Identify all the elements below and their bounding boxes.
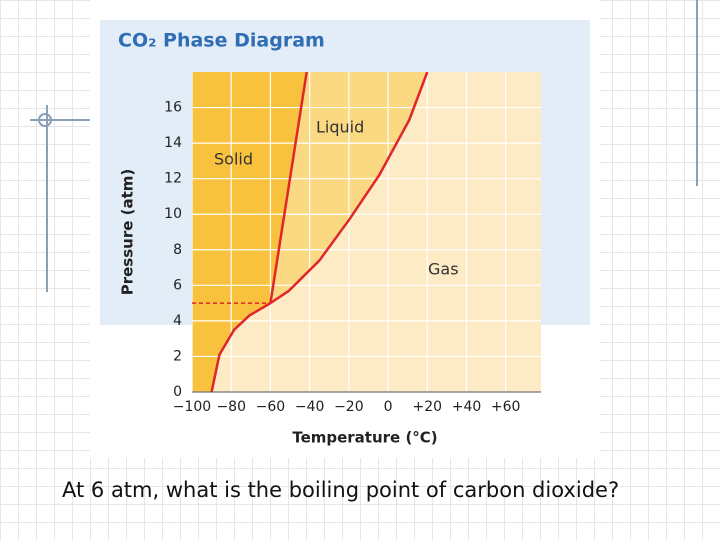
x-tick-label: 0 [384,399,393,415]
x-tick-label: +40 [452,399,482,415]
y-tick-label: 8 [173,242,182,258]
decor-circle [38,113,52,127]
region-label: Liquid [316,118,364,137]
question: At 6 atm, what is the boiling point of c… [62,478,620,502]
y-tick-label: 10 [164,206,182,222]
y-tick-label: 6 [173,277,182,293]
phase-curve [269,72,429,305]
overlay: −100 −80 −60 −40 −20 0 +20 +40 +60 0 2 4 6 8 10 12 14 16 S… [164,100,541,415]
x-tick-label: −60 [256,399,286,415]
phase-curve [269,72,308,304]
x-axis-label: Temperature (°C) [292,429,437,447]
y-tick-label: 0 [173,384,182,400]
chart-title: CO₂ Phase Diagram [118,30,325,52]
y-tick-label: 14 [164,135,182,151]
x-tick-label: −100 [173,399,211,415]
x-tick-label: −20 [334,399,364,415]
y-tick-label: 16 [164,100,182,116]
x-tick-label: +20 [413,399,443,415]
region-label: Solid [214,150,253,169]
y-axis-label: Pressure (atm) [119,169,137,296]
y-tick-label: 4 [173,313,182,329]
phase-curve [210,302,272,392]
y-tick-label: 2 [173,348,182,364]
solid-region [192,72,307,392]
x-tick-label: −80 [216,399,246,415]
x-tick-label: −40 [295,399,325,415]
y-tick-label: 12 [164,171,182,187]
plot-area [192,72,541,392]
region-label: Gas [428,260,459,279]
x-tick-label: +60 [491,399,521,415]
